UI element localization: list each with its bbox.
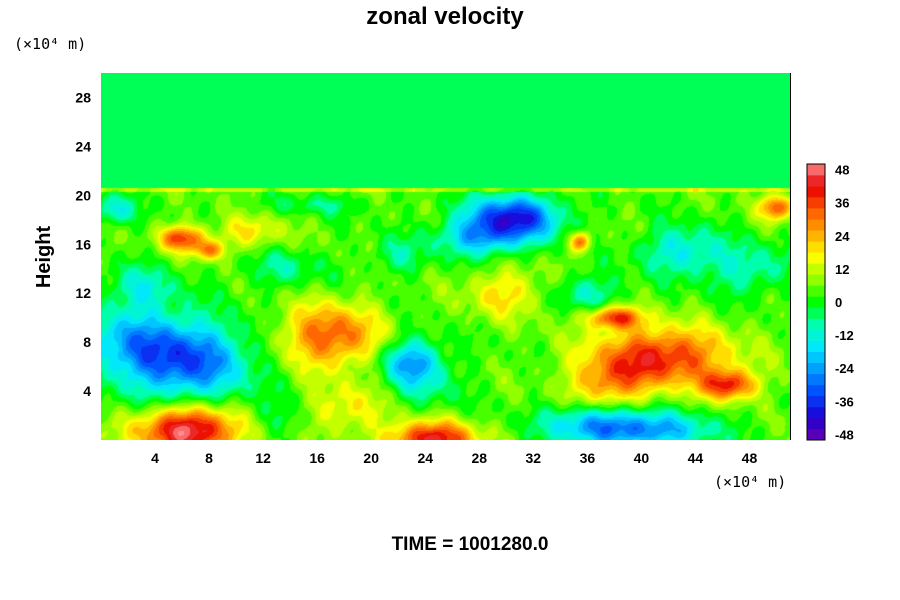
x-axis-unit: (×10⁴ m) (714, 473, 786, 491)
x-tick-label: 48 (742, 450, 758, 466)
colorbar-band (807, 428, 825, 441)
x-axis-ticks: 4 8 12 16 20 24 28 32 36 40 44 48 (151, 450, 757, 466)
colorbar-band (807, 329, 825, 341)
colorbar-tick-label: 12 (835, 262, 849, 277)
colorbar-band (807, 296, 825, 308)
y-axis-unit: (×10⁴ m) (14, 35, 86, 53)
colorbar-tick-label: 0 (835, 295, 842, 310)
colorbar-band (807, 285, 825, 297)
x-tick-label: 12 (255, 450, 271, 466)
colorbar-tick-label: -36 (835, 394, 854, 409)
x-tick-label: 44 (688, 450, 704, 466)
colorbar-tick-label: -48 (835, 427, 854, 442)
colorbar-tick-label: 36 (835, 196, 849, 211)
y-tick-label: 20 (75, 187, 91, 203)
colorbar-band (807, 230, 825, 242)
y-tick-label: 16 (75, 236, 91, 252)
x-tick-label: 36 (580, 450, 596, 466)
velocity-field-heatmap (101, 73, 790, 440)
colorbar-band (807, 164, 825, 176)
colorbar-band (807, 417, 825, 430)
colorbar-band (807, 252, 825, 264)
colorbar-band (807, 186, 825, 198)
colorbar-band (807, 175, 825, 187)
colorbar-band (807, 384, 825, 397)
colorbar-band (807, 208, 825, 220)
chart-title: zonal velocity (366, 3, 524, 30)
x-tick-label: 32 (526, 450, 542, 466)
colorbar-band (807, 274, 825, 286)
y-tick-label: 8 (83, 334, 91, 350)
x-tick-label: 28 (471, 450, 487, 466)
colorbar-band (807, 395, 825, 408)
colorbar-band (807, 307, 825, 319)
colorbar-band (807, 351, 825, 364)
colorbar: 48 36 24 12 0 -12 -24 -36 -48 (806, 163, 855, 442)
colorbar-band (807, 340, 825, 352)
x-tick-label: 20 (363, 450, 379, 466)
colorbar-band (807, 318, 825, 330)
colorbar-tick-label: -12 (835, 328, 854, 343)
colorbar-band (807, 241, 825, 253)
colorbar-band (807, 219, 825, 231)
x-tick-label: 40 (634, 450, 650, 466)
colorbar-band (807, 373, 825, 386)
x-tick-label: 8 (205, 450, 213, 466)
x-tick-label: 4 (151, 450, 159, 466)
colorbar-tick-label: 24 (835, 229, 850, 244)
y-tick-label: 12 (75, 285, 91, 301)
x-tick-label: 24 (417, 450, 433, 466)
y-axis-label: Height (33, 226, 55, 289)
time-label: TIME = 1001280.0 (392, 534, 549, 555)
colorbar-band (807, 197, 825, 209)
colorbar-tick-label: -24 (835, 361, 855, 376)
colorbar-band (807, 362, 825, 375)
colorbar-tick-label: 48 (835, 163, 849, 178)
y-tick-label: 4 (83, 383, 91, 399)
x-tick-label: 16 (309, 450, 325, 466)
colorbar-band (807, 406, 825, 419)
y-axis-ticks: 4 8 12 16 20 24 28 (75, 89, 91, 399)
y-tick-label: 28 (75, 89, 91, 105)
y-tick-label: 24 (75, 138, 91, 154)
colorbar-band (807, 263, 825, 275)
plot-area (101, 73, 791, 440)
colorbar-frame (806, 163, 826, 441)
